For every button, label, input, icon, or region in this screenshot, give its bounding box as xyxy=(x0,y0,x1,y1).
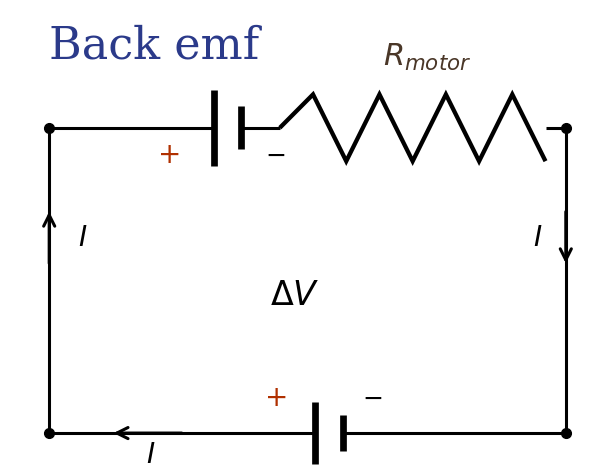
Text: $I$: $I$ xyxy=(78,225,88,251)
Text: $+$: $+$ xyxy=(157,141,179,168)
Text: Back emf: Back emf xyxy=(49,24,259,67)
Text: $-$: $-$ xyxy=(265,143,285,166)
Text: $-$: $-$ xyxy=(362,386,382,409)
Text: $I$: $I$ xyxy=(146,441,156,468)
Text: $\Delta V$: $\Delta V$ xyxy=(271,279,320,311)
Text: $R_{motor}$: $R_{motor}$ xyxy=(383,41,472,73)
Text: $+$: $+$ xyxy=(264,384,287,411)
Text: $I$: $I$ xyxy=(533,225,543,251)
